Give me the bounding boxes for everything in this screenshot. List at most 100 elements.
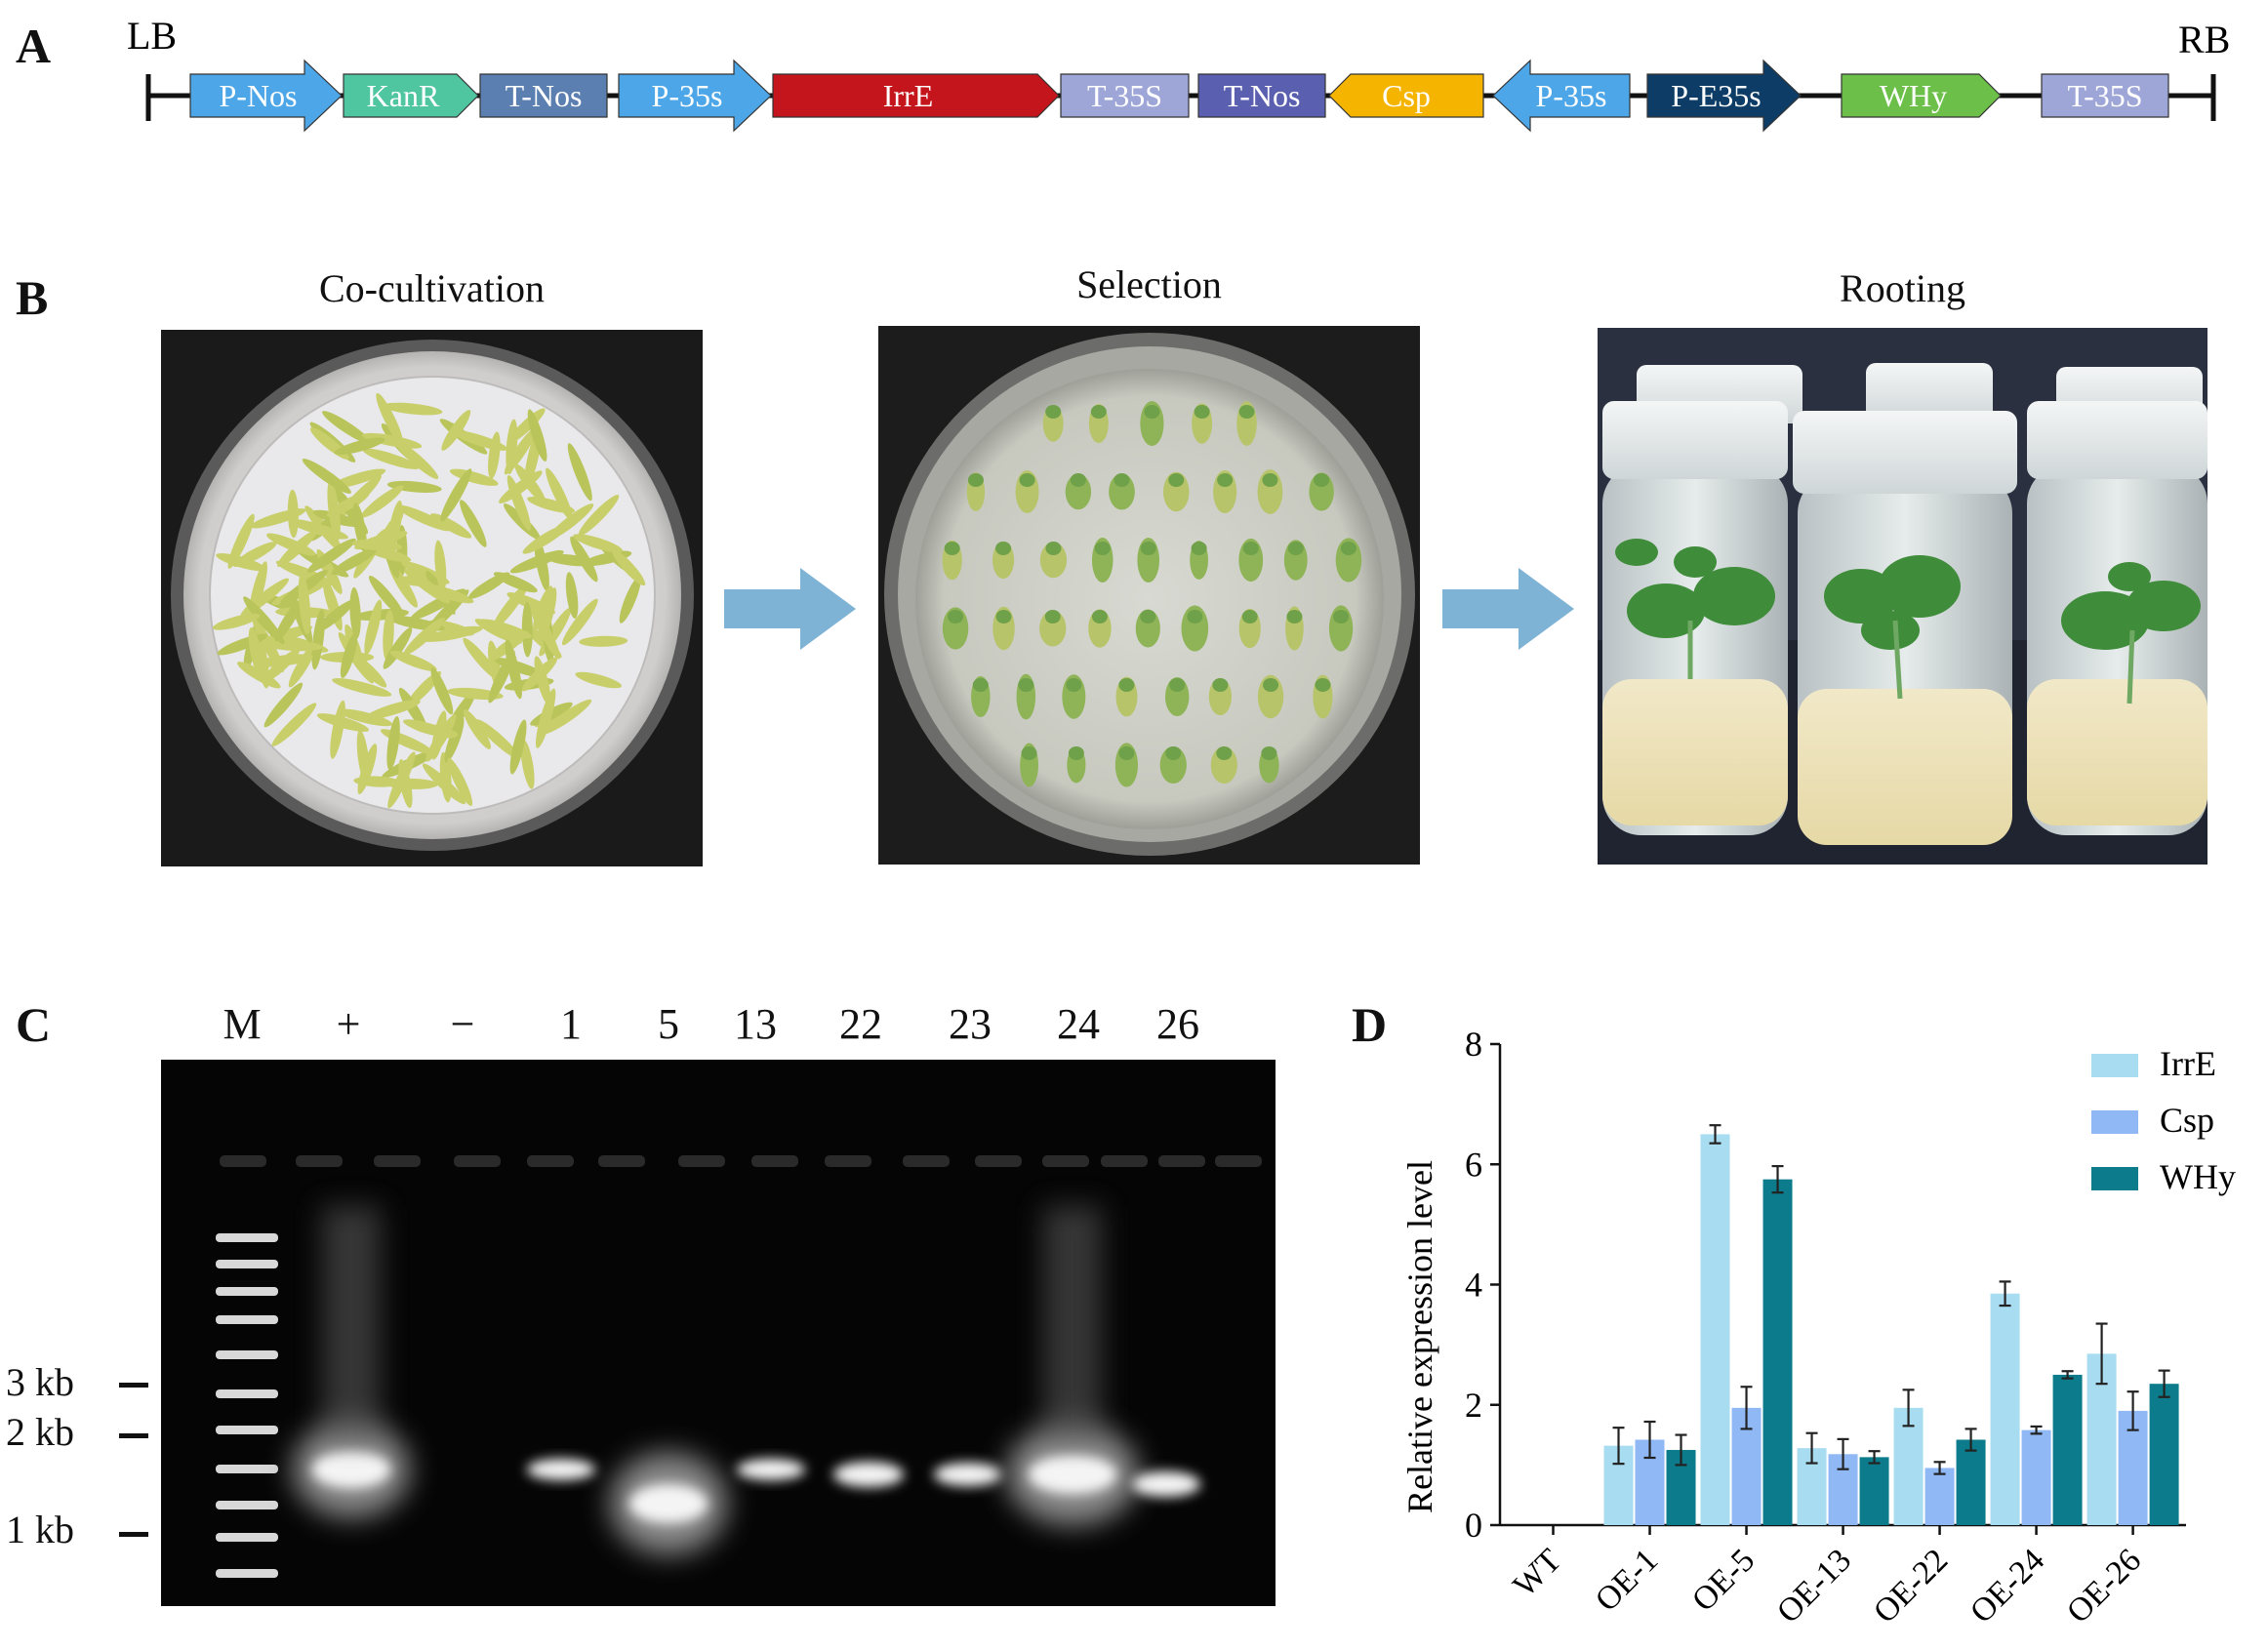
explant (271, 703, 317, 746)
explant (383, 402, 443, 416)
explant (340, 632, 358, 678)
construct-label-t-35s: T-35S (1087, 78, 1162, 113)
gel-lane-label: 23 (949, 1000, 992, 1048)
panel-label-b: B (16, 270, 49, 325)
explant (227, 513, 255, 569)
panel-label-d: D (1352, 997, 1388, 1052)
shoot-bud (1262, 473, 1278, 487)
expression-chart: 0 2 4 6 8 WT OE-1 OE-5 OE-13 OE-22 OE-24 OE-26 IrrE C… (1400, 1025, 2236, 1630)
ladder-band (216, 1287, 278, 1296)
gel-well (454, 1155, 501, 1167)
sample-band (1029, 1455, 1116, 1494)
gel-lane-label: 1 (560, 1000, 582, 1048)
explant (493, 572, 538, 593)
shoot-bud (1212, 678, 1229, 692)
explant (274, 599, 303, 642)
shoot-bud (1314, 473, 1330, 487)
explant (361, 485, 404, 518)
explant (288, 642, 317, 688)
explant (434, 540, 447, 592)
cocultivation-plate (171, 340, 694, 851)
construct-label-p-nos: P-Nos (219, 78, 297, 113)
bar-why (1859, 1457, 1889, 1525)
shoot-bud (1070, 473, 1086, 487)
gel-lane-label: 22 (839, 1000, 882, 1048)
explant (507, 408, 546, 444)
construct-element-csp (1328, 73, 1484, 118)
gel-lane-label: + (336, 1000, 361, 1048)
explant (404, 568, 451, 604)
explant (376, 392, 403, 445)
explant (383, 610, 394, 661)
gel-well (1101, 1155, 1148, 1167)
shoot-bud (1019, 473, 1035, 487)
shoot-bud (1242, 542, 1259, 555)
explant (449, 468, 499, 486)
marker-tick-3kb (119, 1383, 148, 1388)
construct-label-t-nos: T-Nos (506, 78, 583, 113)
shoot-bud (1168, 473, 1185, 487)
shoot-bud (1194, 405, 1210, 419)
construct-element-t-nos (479, 73, 608, 118)
legend-swatch-csp (2091, 1110, 2138, 1134)
y-tick-label: 0 (1465, 1506, 1482, 1545)
shoot-bud (944, 542, 960, 555)
construct-element-p-35s (1492, 59, 1631, 133)
gel-lane-label: 24 (1057, 1000, 1100, 1048)
explant (422, 763, 466, 805)
shoot-bud (1340, 542, 1357, 555)
selection-photo (878, 326, 1420, 865)
explant (302, 459, 351, 494)
step-title-cocultivation: Co-cultivation (318, 266, 546, 310)
shoot-bud (1018, 678, 1034, 692)
shoot-bud (948, 610, 964, 624)
marker-tick-2kb (119, 1433, 148, 1438)
explant (444, 716, 465, 763)
explant (338, 708, 393, 727)
explant (488, 650, 515, 704)
gel-well (1158, 1155, 1205, 1167)
ladder-band (216, 1465, 278, 1473)
sample-band (833, 1462, 904, 1487)
ladder-band (216, 1260, 278, 1268)
marker-label-2kb: 2 kb (6, 1410, 74, 1454)
gel-well (527, 1155, 574, 1167)
construct-label-p-e35s: P-E35s (1671, 78, 1761, 113)
gel-bands (216, 1155, 1262, 1578)
y-tick-label: 6 (1465, 1145, 1482, 1184)
explant (520, 739, 535, 789)
shoot-bud (1090, 405, 1107, 419)
explant (352, 503, 367, 552)
shoot-bud (1144, 405, 1160, 419)
explant (619, 576, 641, 624)
explant (573, 534, 623, 553)
gel-lane-label: 5 (658, 1000, 679, 1048)
cocultivation-photo (161, 330, 703, 866)
ladder-band (216, 1389, 278, 1398)
shoot-bud (1333, 610, 1350, 624)
ladder-band (216, 1315, 278, 1324)
rooting-jars (1598, 328, 2207, 865)
shoot-bud (1021, 746, 1037, 760)
explant (430, 667, 454, 715)
shoot-bud (1114, 473, 1130, 487)
sample-band (737, 1459, 805, 1480)
explant (277, 530, 317, 567)
construct-element-irre (772, 73, 1060, 118)
bar-why (2052, 1374, 2083, 1525)
explant (506, 592, 555, 615)
gel-well (825, 1155, 871, 1167)
explant (314, 599, 355, 633)
shoot-bud (972, 678, 989, 692)
explant (266, 533, 316, 556)
gel-well (903, 1155, 950, 1167)
explant (237, 662, 281, 689)
explant (398, 759, 413, 809)
step-arrow-2 (1442, 568, 1574, 650)
explant (364, 599, 383, 656)
explant (368, 575, 405, 619)
legend-swatch-why (2091, 1167, 2138, 1190)
shoot-bud (1118, 678, 1135, 692)
explant (570, 536, 598, 583)
explant (561, 598, 598, 646)
